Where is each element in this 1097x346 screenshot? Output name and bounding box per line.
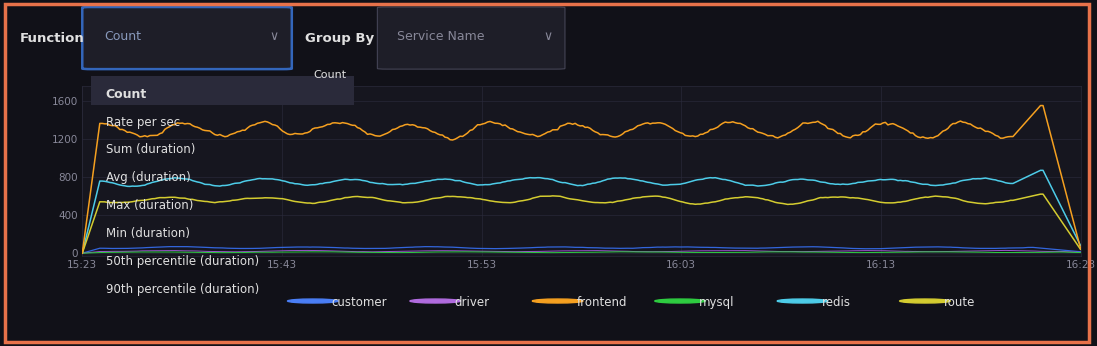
Text: route: route xyxy=(943,296,975,309)
Circle shape xyxy=(778,299,828,303)
Text: Count: Count xyxy=(105,88,147,101)
Text: frontend: frontend xyxy=(577,296,627,309)
Circle shape xyxy=(410,299,461,303)
Text: Count: Count xyxy=(313,70,347,80)
Text: Service Name: Service Name xyxy=(397,30,485,43)
Text: ∨: ∨ xyxy=(270,30,279,43)
Text: driver: driver xyxy=(454,296,489,309)
Text: Function: Function xyxy=(20,31,84,45)
Text: Max (duration): Max (duration) xyxy=(105,199,193,212)
Text: Count: Count xyxy=(104,30,142,43)
FancyBboxPatch shape xyxy=(82,7,292,69)
Text: 90th percentile (duration): 90th percentile (duration) xyxy=(105,283,259,296)
Circle shape xyxy=(900,299,950,303)
Text: Min (duration): Min (duration) xyxy=(105,227,190,240)
Text: Group By: Group By xyxy=(305,31,374,45)
Circle shape xyxy=(532,299,583,303)
Bar xyxy=(91,76,354,105)
Circle shape xyxy=(287,299,338,303)
Text: Sum (duration): Sum (duration) xyxy=(105,144,195,156)
FancyBboxPatch shape xyxy=(377,7,565,69)
Text: Avg (duration): Avg (duration) xyxy=(105,171,190,184)
Text: 50th percentile (duration): 50th percentile (duration) xyxy=(105,255,259,268)
Text: Rate per sec: Rate per sec xyxy=(105,116,180,129)
Circle shape xyxy=(655,299,705,303)
Text: ∨: ∨ xyxy=(543,30,552,43)
Text: customer: customer xyxy=(331,296,387,309)
Text: redis: redis xyxy=(822,296,850,309)
Text: mysql: mysql xyxy=(699,296,735,309)
